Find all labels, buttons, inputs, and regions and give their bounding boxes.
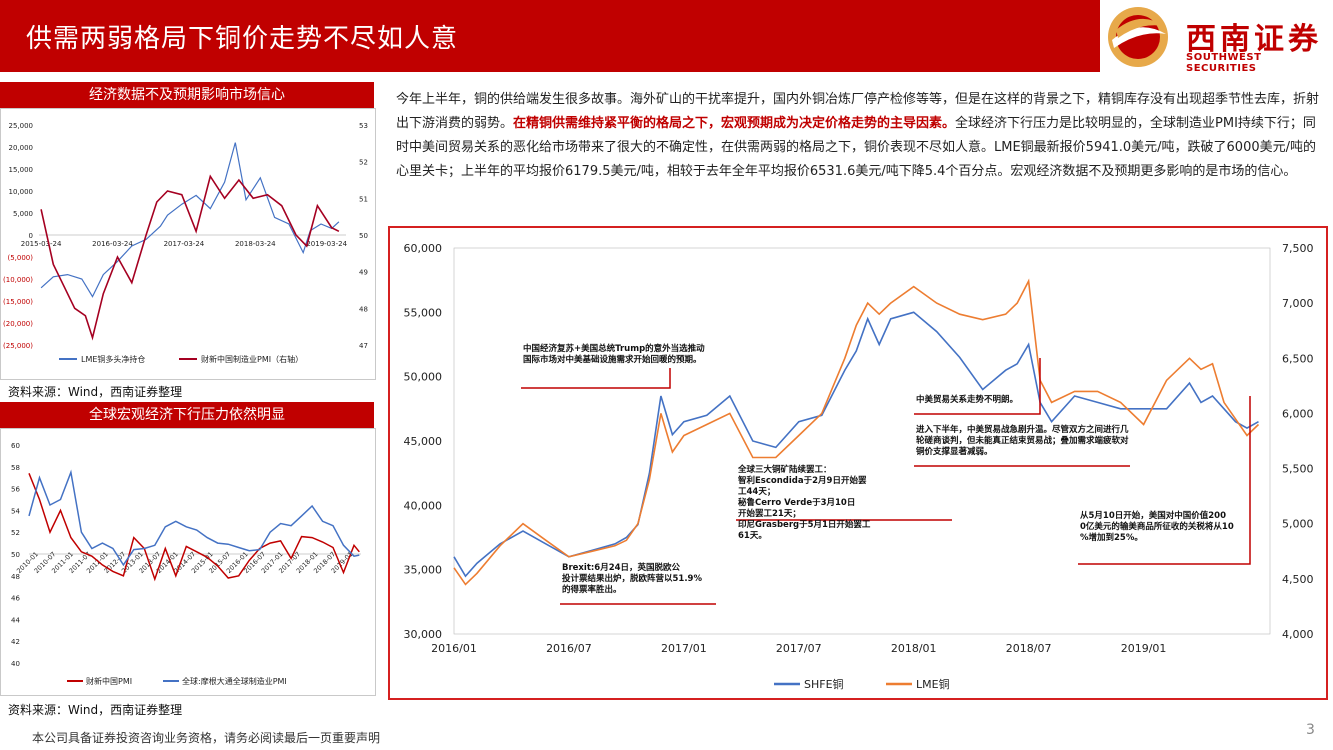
chart1-svg: 25,000 20,000 15,000 10,000 5,000 0 (5,000) (10… <box>3 122 368 364</box>
chart2-ytick-label: 48 <box>11 573 20 581</box>
chart1-y2tick-label: 48 <box>359 305 368 313</box>
chart2-ytick-label: 60 <box>11 442 20 450</box>
main-ytick-label: 40,000 <box>404 499 443 512</box>
main-plot-frame <box>453 247 1271 635</box>
chart2-ytick-label: 44 <box>11 616 20 624</box>
chart2-ytick-label: 40 <box>11 660 20 668</box>
logo-text-cn: 西南证券 <box>1186 22 1322 57</box>
main-xtick-label: 2018/01 <box>891 642 937 655</box>
page-number: 3 <box>1306 722 1315 738</box>
chart1-ytick-label: 15,000 <box>9 166 34 174</box>
header-bar: 供需两弱格局下铜价走势不尽如人意 <box>0 0 1100 72</box>
main-annotation-leader <box>914 358 1041 415</box>
main-xtick-label: 2017/07 <box>776 642 822 655</box>
chart1-y2tick-label: 53 <box>359 122 368 130</box>
chart2-ytick-label: 50 <box>11 551 20 559</box>
main-xtick-label: 2019/01 <box>1121 642 1167 655</box>
main-annotation-text: 从5月10日开始，美国对中国价值200 0亿美元的输美商品所征收的关税将从10 %增… <box>1080 510 1234 543</box>
chart1-y2tick-label: 51 <box>359 195 368 203</box>
main-y2tick-label: 7,500 <box>1282 242 1314 255</box>
main-xtick-label: 2016/01 <box>431 642 477 655</box>
main-annotation-leader <box>1078 396 1251 565</box>
body-paragraph: 今年上半年，铜的供给端发生很多故事。海外矿山的干扰率提升，国内外铜冶炼厂停产检修… <box>396 88 1321 184</box>
main-ytick-label: 50,000 <box>404 371 443 384</box>
chart2-ytick-label: 52 <box>11 529 20 537</box>
chart1-container: 25,000 20,000 15,000 10,000 5,000 0 (5,000) (10… <box>0 108 376 380</box>
main-y2tick-label: 4,000 <box>1282 628 1314 641</box>
chart1-legend-label: LME铜多头净持仓 <box>81 354 145 364</box>
main-ytick-label: 30,000 <box>404 628 443 641</box>
chart1-y2tick-label: 50 <box>359 232 368 240</box>
chart1-xtick-label: 2019-03-24 <box>306 240 347 248</box>
chart2-svg: 60585654525048464442402010-012010-072011… <box>11 442 361 686</box>
main-y2tick-label: 5,000 <box>1282 518 1314 531</box>
chart2-ytick-label: 58 <box>11 464 20 472</box>
chart1-ytick-label: 10,000 <box>9 188 34 196</box>
chart1-ytick-label: 25,000 <box>9 122 34 130</box>
chart1-xtick-label: 2015-03-24 <box>21 240 62 248</box>
paragraph-part1: 今年上半年，铜的供给端发生很多故事。海外矿山的干扰率提升，国内外铜冶炼厂停产检修… <box>396 92 1320 131</box>
chart1-ytick-label: 0 <box>29 232 33 240</box>
main-annotation-text: 中国经济复苏+美国总统Trump的意外当选推动国际市场对中美基础设施需求开始回暖… <box>523 343 705 365</box>
chart1-xtick-label: 2018-03-24 <box>235 240 276 248</box>
chart2-ytick-label: 42 <box>11 638 20 646</box>
main-xtick-label: 2018/07 <box>1006 642 1052 655</box>
main-xtick-label: 2017/01 <box>661 642 707 655</box>
chart1-series-line <box>40 142 340 298</box>
chart1-legend-label: 财新中国制造业PMI（右轴） <box>201 354 303 364</box>
chart2-source: 资料来源：Wind，西南证券整理 <box>8 703 183 717</box>
footer-disclaimer: 本公司具备证券投资咨询业务资格，请务必阅读最后一页重要声明 <box>32 731 381 745</box>
logo-emblem-icon <box>1108 7 1168 67</box>
chart2-legend-label: 全球:摩根大通全球制造业PMI <box>182 676 287 686</box>
chart2-title: 全球宏观经济下行压力依然明显 <box>0 402 374 428</box>
main-annotation-text: Brexit:6月24日，英国脱欧公投计票结果出炉，脱欧阵营以51.9%的得票率… <box>562 562 702 595</box>
main-y2tick-label: 6,500 <box>1282 352 1314 365</box>
main-xtick-label: 2016/07 <box>546 642 592 655</box>
main-chart-svg: 60,000 55,000 50,000 45,000 40,000 35,000 30,0… <box>404 242 1314 691</box>
chart1-title: 经济数据不及预期影响市场信心 <box>0 82 374 108</box>
main-y2tick-label: 5,500 <box>1282 463 1314 476</box>
chart1-ytick-label: (15,000) <box>3 298 33 306</box>
chart1-ytick-label: 5,000 <box>13 210 33 218</box>
chart2-series-line <box>28 469 360 567</box>
chart1-y2tick-label: 47 <box>359 342 368 350</box>
main-ytick-label: 45,000 <box>404 435 443 448</box>
chart2-ytick-label: 46 <box>11 595 20 603</box>
chart1-y2tick-label: 52 <box>359 159 368 167</box>
chart1-xtick-label: 2017-03-24 <box>164 240 205 248</box>
main-ytick-label: 60,000 <box>404 242 443 255</box>
chart1-ytick-label: 20,000 <box>9 144 34 152</box>
main-annotation-text: 中美贸易关系走势不明朗。 <box>916 394 1018 405</box>
paragraph-highlight: 在精铜供需维持紧平衡的格局之下，宏观预期成为决定价格走势的主导因素。 <box>513 116 956 131</box>
main-chart-container: 60,000 55,000 50,000 45,000 40,000 35,000 30,0… <box>388 226 1328 700</box>
chart1-y2tick-label: 49 <box>359 269 368 277</box>
chart1-series-line <box>40 174 340 341</box>
main-legend-label: LME铜 <box>916 677 950 691</box>
chart1-source: 资料来源：Wind，西南证券整理 <box>8 385 183 399</box>
chart1-ytick-label: (10,000) <box>3 276 33 284</box>
main-y2tick-label: 7,000 <box>1282 297 1314 310</box>
chart1-ytick-label: (25,000) <box>3 342 33 350</box>
main-y2tick-label: 4,500 <box>1282 573 1314 586</box>
chart1-ytick-label: (20,000) <box>3 320 33 328</box>
chart2-ytick-label: 56 <box>11 486 20 494</box>
paragraph-part2: 全球经济下行压力是比较明显的，全球制造业PMI持续下行；同时中美间贸易关系的恶化… <box>396 116 1317 179</box>
main-annotation-leader <box>521 368 671 389</box>
main-series-line <box>453 278 1260 586</box>
main-y2tick-label: 6,000 <box>1282 407 1314 420</box>
main-ytick-label: 35,000 <box>404 564 443 577</box>
logo-text-en: SOUTHWEST SECURITIES <box>1186 52 1262 74</box>
main-annotation-text: 进入下半年，中美贸易战急剧升温。尽管双方之间进行几轮磋商谈判，但未能真正结束贸易… <box>916 424 1129 457</box>
chart2-container: 60 58 56 54 52 50 48 46 44 42 40 2010-01 2010-07 2011… <box>0 428 376 696</box>
chart2-series-line <box>28 473 360 582</box>
chart2-ytick-label: 54 <box>11 507 20 515</box>
company-logo: 西南证券 SOUTHWEST SECURITIES <box>1100 0 1333 74</box>
chart1-xtick-label: 2016-03-24 <box>92 240 133 248</box>
main-ytick-label: 55,000 <box>404 306 443 319</box>
chart2-legend-label: 财新中国PMI <box>86 676 132 686</box>
main-legend-label: SHFE铜 <box>804 677 844 691</box>
main-annotation-text: 全球三大铜矿陆续罢工：智利Escondida于2月9日开始罢工44天；秘鲁Cer… <box>737 464 871 541</box>
chart1-ytick-label: (5,000) <box>7 254 33 262</box>
page-title: 供需两弱格局下铜价走势不尽如人意 <box>26 24 459 54</box>
